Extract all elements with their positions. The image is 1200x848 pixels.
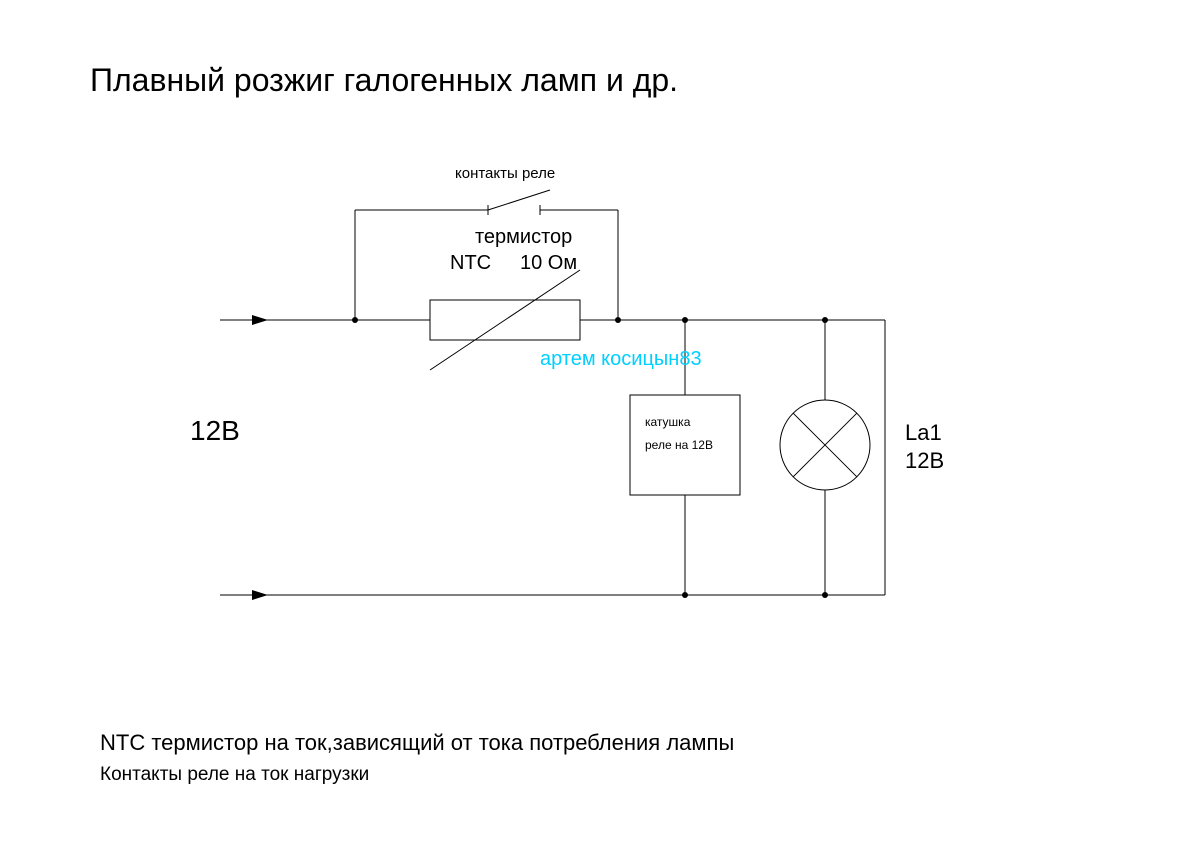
lamp-ref: La1: [905, 420, 942, 446]
thermistor-label-1: термистор: [475, 226, 572, 249]
footer-line-2: Контакты реле на ток нагрузки: [100, 764, 369, 786]
page-title: Плавный розжиг галогенных ламп и др.: [90, 62, 678, 99]
footer-line-1: NTC термистор на ток,зависящий от тока п…: [100, 730, 734, 756]
thermistor-label-ohm: 10 Ом: [520, 252, 577, 275]
relay-coil-label-2: реле на 12В: [645, 438, 713, 452]
relay-coil-label-1: катушка: [645, 415, 690, 429]
relay-contacts-label: контакты реле: [455, 165, 555, 182]
input-voltage-label: 12В: [190, 415, 240, 447]
watermark-text: артем косицын83: [540, 348, 702, 371]
circuit-diagram: [0, 0, 1200, 848]
thermistor-label-ntc: NTC: [450, 252, 491, 275]
lamp-voltage: 12В: [905, 448, 944, 474]
